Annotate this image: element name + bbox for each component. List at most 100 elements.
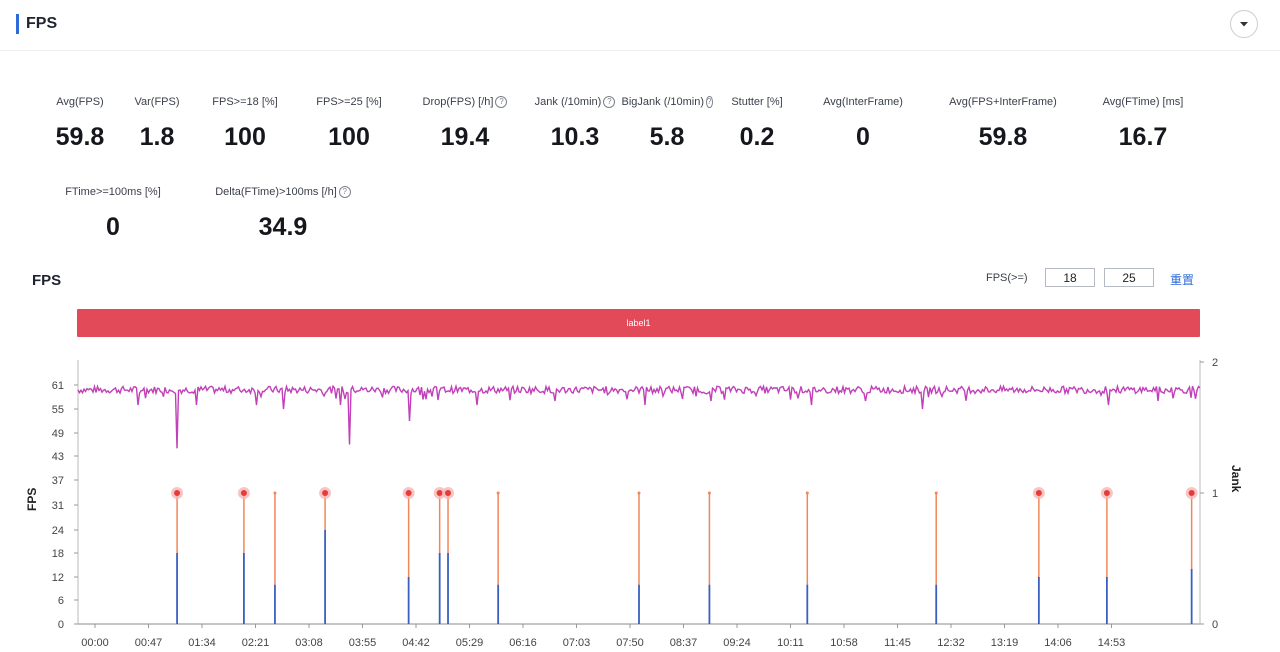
- metric-label-text: Drop(FPS) [/h]: [422, 96, 494, 108]
- jank-marker: [496, 491, 500, 495]
- y-tick-label: 24: [52, 525, 64, 537]
- metric-label: Drop(FPS) [/h]?: [404, 80, 526, 110]
- metric-label: Avg(FPS): [45, 80, 115, 110]
- y-tick-label: 6: [58, 595, 64, 607]
- chart-title: FPS: [32, 272, 62, 289]
- bigjank-marker: [436, 490, 443, 496]
- x-tick-label: 11:45: [884, 637, 911, 649]
- jank-marker: [707, 491, 711, 495]
- x-tick-label: 01:34: [188, 637, 216, 649]
- metric-label: BigJank (/10min)?: [622, 80, 713, 110]
- panel-header: FPS: [0, 0, 1280, 51]
- y2-tick-label: 0: [1212, 619, 1218, 631]
- metric-r1-7: Stutter [%] 0.2: [717, 80, 797, 152]
- jank-marker: [934, 491, 938, 495]
- metric-value: 34.9: [258, 213, 308, 241]
- threshold-high-input[interactable]: [1104, 268, 1154, 287]
- y-tick-label: 49: [52, 428, 64, 440]
- x-tick-label: 00:47: [135, 637, 163, 649]
- metric-value: 100: [328, 123, 370, 151]
- metric-value: 59.8: [978, 123, 1028, 151]
- fps-series-line: [77, 383, 1201, 449]
- metric-value: 100: [224, 123, 266, 151]
- metric-value: 16.7: [1118, 123, 1168, 151]
- metric-label: Avg(FPS+InterFrame): [930, 80, 1076, 110]
- threshold-label: FPS(>=): [986, 272, 1028, 284]
- help-icon[interactable]: ?: [495, 96, 508, 108]
- bigjank-marker: [445, 490, 452, 496]
- x-tick-label: 02:21: [242, 637, 270, 649]
- metric-r1-5: Jank (/10min)? 10.3: [534, 80, 616, 152]
- bigjank-marker: [322, 490, 329, 496]
- metric-label: Avg(FTime) [ms]: [1084, 80, 1202, 110]
- chevron-down-icon: [1240, 22, 1248, 27]
- panel-title: FPS: [26, 15, 58, 32]
- y-tick-label: 0: [58, 619, 64, 631]
- help-icon[interactable]: ?: [706, 96, 713, 108]
- x-tick-label: 03:08: [295, 637, 323, 649]
- bigjank-marker: [405, 490, 412, 496]
- metric-label: FTime>=100ms [%]: [48, 170, 178, 200]
- metric-label-text: Avg(InterFrame): [823, 96, 903, 108]
- metric-label: Avg(InterFrame): [808, 80, 918, 110]
- metric-r1-10: Avg(FTime) [ms] 16.7: [1084, 80, 1202, 152]
- jank-marker: [637, 491, 641, 495]
- metric-label: Var(FPS): [125, 80, 189, 110]
- y-tick-label: 18: [52, 548, 64, 560]
- y-tick-label: 55: [52, 404, 64, 416]
- x-tick-label: 10:11: [777, 637, 804, 649]
- bigjank-marker: [1103, 490, 1110, 496]
- x-tick-label: 14:06: [1044, 637, 1072, 649]
- y-tick-label: 61: [52, 380, 64, 392]
- metric-r1-6: BigJank (/10min)? 5.8: [622, 80, 713, 152]
- metric-label-text: Var(FPS): [134, 96, 180, 108]
- x-tick-label: 09:24: [723, 637, 751, 649]
- metric-label-text: FTime>=100ms [%]: [65, 186, 161, 198]
- metric-label: Stutter [%]: [717, 80, 797, 110]
- x-tick-label: 07:03: [563, 637, 591, 649]
- metric-r1-1: Var(FPS) 1.8: [125, 80, 189, 152]
- label-bar[interactable]: label1: [77, 309, 1200, 337]
- metric-value: 0: [856, 123, 870, 151]
- metric-r1-3: FPS>=25 [%] 100: [299, 80, 399, 152]
- metric-value: 59.8: [55, 123, 105, 151]
- metric-r1-9: Avg(FPS+InterFrame) 59.8: [930, 80, 1076, 152]
- bigjank-marker: [174, 490, 181, 496]
- y2-axis-title: Jank: [1229, 465, 1243, 493]
- metric-label: Jank (/10min)?: [534, 80, 616, 110]
- x-tick-label: 06:16: [509, 637, 537, 649]
- metric-label-text: FPS>=25 [%]: [316, 96, 382, 108]
- x-tick-label: 12:32: [937, 637, 965, 649]
- metric-label-text: Delta(FTime)>100ms [/h]: [215, 186, 337, 198]
- collapse-button[interactable]: [1230, 10, 1258, 38]
- y-tick-label: 43: [52, 451, 64, 463]
- y-tick-label: 31: [52, 500, 64, 512]
- title-accent-bar: [16, 14, 19, 34]
- metric-label: FPS>=25 [%]: [299, 80, 399, 110]
- metric-value: 1.8: [139, 123, 175, 151]
- reset-link[interactable]: 重置: [1170, 273, 1195, 287]
- bigjank-marker: [1035, 490, 1042, 496]
- metric-value: 5.8: [649, 123, 685, 151]
- x-tick-label: 07:50: [616, 637, 644, 649]
- metric-r2-0: FTime>=100ms [%] 0: [48, 170, 178, 242]
- x-tick-label: 10:58: [830, 637, 858, 649]
- metric-r1-0: Avg(FPS) 59.8: [45, 80, 115, 152]
- bigjank-marker: [1188, 490, 1195, 496]
- help-icon[interactable]: ?: [338, 186, 351, 198]
- metric-label-text: BigJank (/10min): [621, 96, 705, 108]
- bigjank-marker: [240, 490, 247, 496]
- metric-label-text: Avg(FTime) [ms]: [1102, 96, 1184, 108]
- y-axis-title: FPS: [25, 488, 39, 511]
- y2-tick-label: 1: [1212, 488, 1218, 500]
- metric-r1-8: Avg(InterFrame) 0: [808, 80, 918, 152]
- x-tick-label: 13:19: [991, 637, 1019, 649]
- x-tick-label: 03:55: [349, 637, 377, 649]
- metric-value: 0.2: [739, 123, 775, 151]
- metric-label-text: Jank (/10min): [534, 96, 602, 108]
- metric-r2-1: Delta(FTime)>100ms [/h]? 34.9: [193, 170, 373, 242]
- help-icon[interactable]: ?: [603, 96, 616, 108]
- threshold-low-input[interactable]: [1045, 268, 1095, 287]
